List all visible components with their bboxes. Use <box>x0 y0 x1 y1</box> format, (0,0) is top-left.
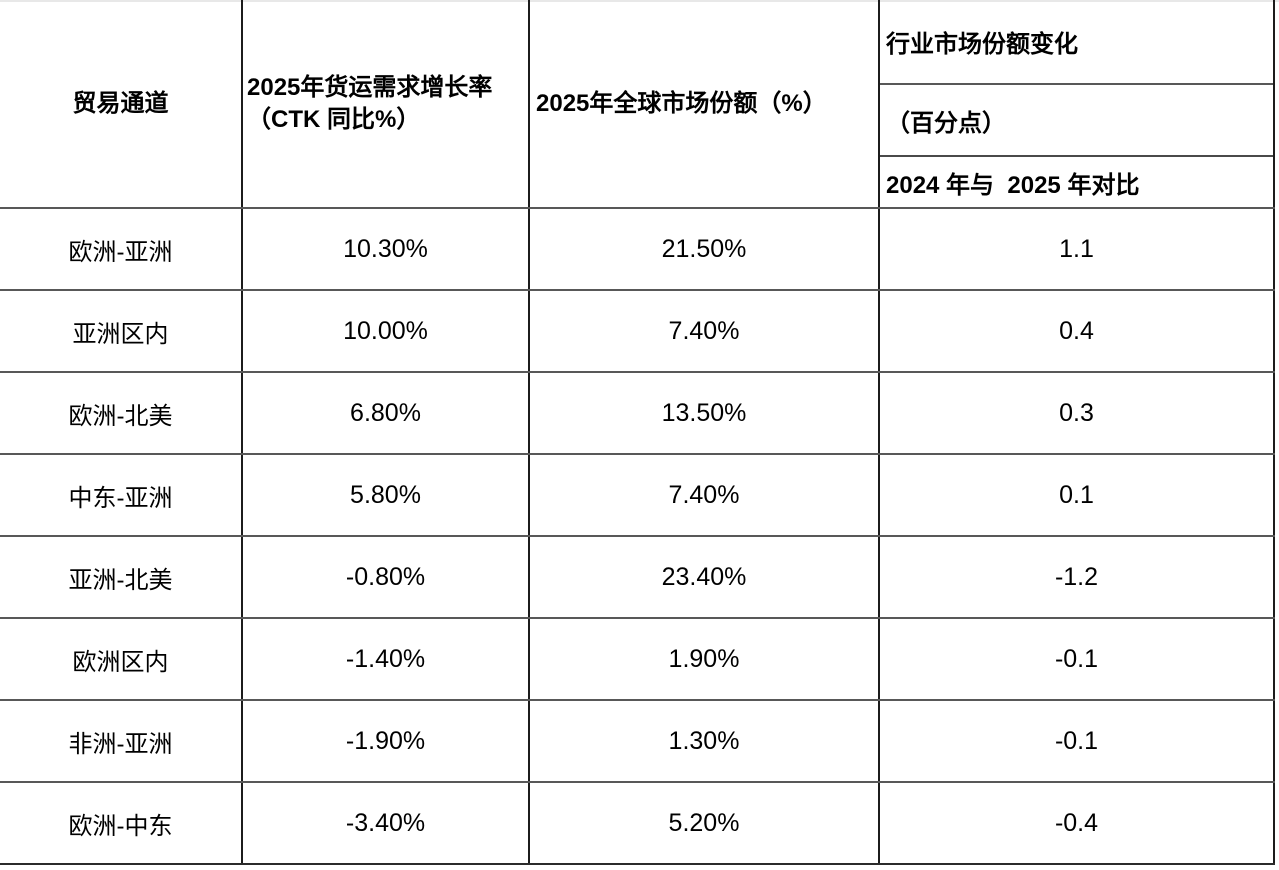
change-cell: -0.1 <box>880 619 1275 699</box>
change-cell: 0.1 <box>880 455 1275 535</box>
header-share-change: 行业市场份额变化 （百分点） 2024 年与 2025 年对比 <box>880 0 1275 207</box>
share-cell: 5.20% <box>530 783 880 863</box>
header-share-change-title: 行业市场份额变化 <box>886 31 1078 58</box>
change-cell: 0.4 <box>880 291 1275 371</box>
table-body: 欧洲-亚洲 10.30% 21.50% 1.1 亚洲区内 10.00% 7.40… <box>0 207 1275 863</box>
header-growth-rate-line2: （CTK 同比%） <box>247 105 421 133</box>
route-cell: 亚洲区内 <box>0 291 243 371</box>
growth-cell: -0.80% <box>243 537 530 617</box>
header-trade-route: 贸易通道 <box>0 0 243 207</box>
share-cell: 1.90% <box>530 619 880 699</box>
table-row: 欧洲-中东 -3.40% 5.20% -0.4 <box>0 781 1275 863</box>
table-row: 亚洲-北美 -0.80% 23.40% -1.2 <box>0 535 1275 617</box>
change-cell: 1.1 <box>880 209 1275 289</box>
header-share-change-unit: （百分点） <box>880 83 1273 155</box>
growth-cell: -3.40% <box>243 783 530 863</box>
route-cell: 欧洲-中东 <box>0 783 243 863</box>
growth-cell: -1.90% <box>243 701 530 781</box>
growth-cell: 10.30% <box>243 209 530 289</box>
route-cell: 亚洲-北美 <box>0 537 243 617</box>
header-market-share: 2025年全球市场份额（%） <box>530 0 880 207</box>
share-cell: 23.40% <box>530 537 880 617</box>
table-row: 中东-亚洲 5.80% 7.40% 0.1 <box>0 453 1275 535</box>
growth-cell: 10.00% <box>243 291 530 371</box>
header-share-change-compare: 2024 年与 2025 年对比 <box>880 155 1273 207</box>
page-top-edge <box>0 0 1279 2</box>
growth-cell: -1.40% <box>243 619 530 699</box>
table-row: 欧洲-北美 6.80% 13.50% 0.3 <box>0 371 1275 453</box>
growth-cell: 5.80% <box>243 455 530 535</box>
change-cell: -0.4 <box>880 783 1275 863</box>
share-cell: 21.50% <box>530 209 880 289</box>
table-row: 欧洲-亚洲 10.30% 21.50% 1.1 <box>0 207 1275 289</box>
share-cell: 1.30% <box>530 701 880 781</box>
table-row: 欧洲区内 -1.40% 1.90% -0.1 <box>0 617 1275 699</box>
table-row: 亚洲区内 10.00% 7.40% 0.4 <box>0 289 1275 371</box>
table-row: 非洲-亚洲 -1.90% 1.30% -0.1 <box>0 699 1275 781</box>
change-cell: -0.1 <box>880 701 1275 781</box>
share-cell: 7.40% <box>530 291 880 371</box>
table-header-row: 贸易通道 2025年货运需求增长率 （CTK 同比%） 2025年全球市场份额（… <box>0 0 1275 207</box>
share-cell: 13.50% <box>530 373 880 453</box>
header-growth-rate: 2025年货运需求增长率 （CTK 同比%） <box>243 0 530 207</box>
change-cell: 0.3 <box>880 373 1275 453</box>
change-cell: -1.2 <box>880 537 1275 617</box>
route-cell: 欧洲区内 <box>0 619 243 699</box>
growth-cell: 6.80% <box>243 373 530 453</box>
route-cell: 中东-亚洲 <box>0 455 243 535</box>
route-cell: 欧洲-北美 <box>0 373 243 453</box>
share-cell: 7.40% <box>530 455 880 535</box>
route-cell: 非洲-亚洲 <box>0 701 243 781</box>
route-cell: 欧洲-亚洲 <box>0 209 243 289</box>
header-growth-rate-line1: 2025年货运需求增长率 <box>247 73 493 101</box>
